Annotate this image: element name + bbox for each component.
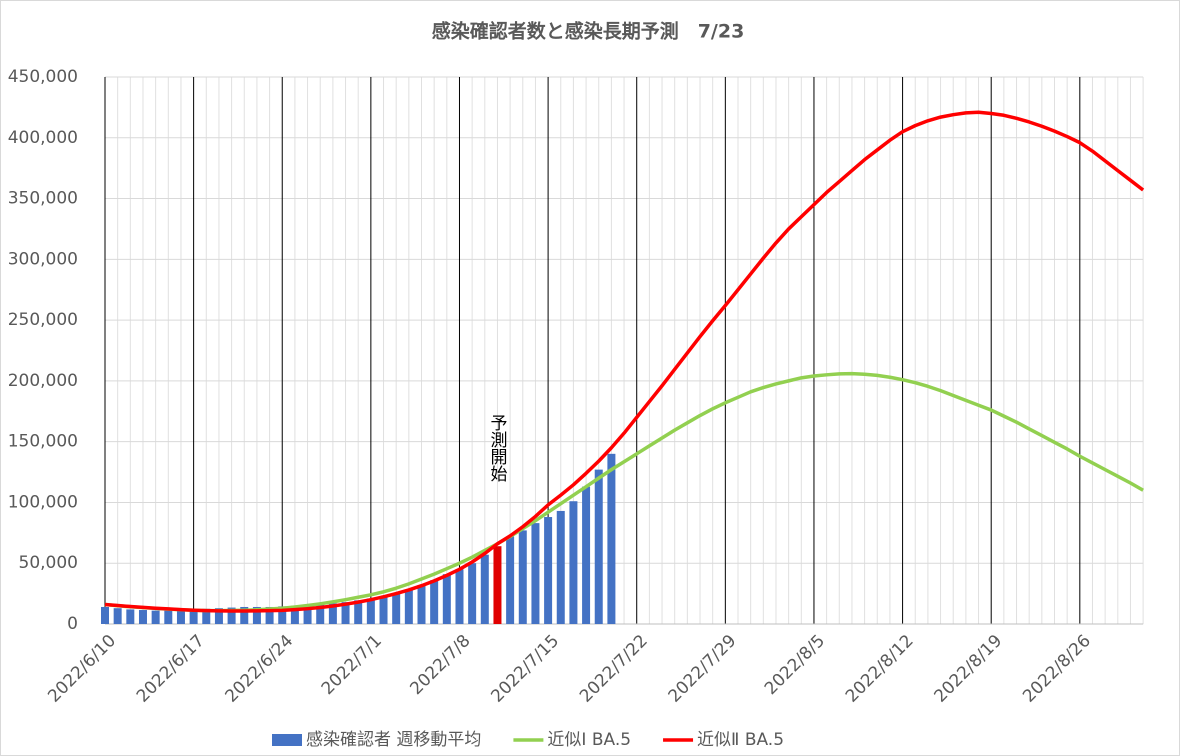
y-tick-label: 150,000 xyxy=(8,432,78,452)
y-tick-label: 400,000 xyxy=(8,128,78,148)
bar xyxy=(569,501,578,624)
bar xyxy=(379,596,388,624)
bar xyxy=(113,608,122,624)
y-tick-label: 300,000 xyxy=(8,249,78,269)
y-tick-label: 0 xyxy=(67,614,78,634)
y-tick-label: 100,000 xyxy=(8,492,78,512)
bar xyxy=(354,600,363,624)
bar xyxy=(556,510,565,624)
bar xyxy=(455,569,464,624)
bar xyxy=(303,604,312,624)
bar xyxy=(328,603,337,624)
bar xyxy=(290,605,299,624)
y-tick-label: 450,000 xyxy=(8,67,78,87)
bar xyxy=(392,593,401,624)
bar xyxy=(506,536,515,624)
bar xyxy=(138,610,147,624)
y-tick-label: 200,000 xyxy=(8,371,78,391)
bar xyxy=(101,606,109,624)
bar xyxy=(493,546,502,624)
bar xyxy=(176,610,185,624)
line xyxy=(104,371,1144,613)
y-tick-label: 50,000 xyxy=(19,553,78,573)
bar xyxy=(189,609,198,624)
bar xyxy=(214,608,223,624)
bar xyxy=(316,603,325,624)
bar xyxy=(468,563,477,624)
bar xyxy=(252,606,261,624)
bar xyxy=(442,574,451,624)
bar xyxy=(544,517,553,624)
legend: 感染確認者 週移動平均 近似Ⅰ BA.5 近似Ⅱ BA.5 xyxy=(272,730,784,750)
bar xyxy=(341,602,350,624)
bar xyxy=(417,585,426,624)
annotation: 予測開始 xyxy=(486,414,507,482)
bar xyxy=(582,486,591,624)
bar xyxy=(227,607,236,624)
bar xyxy=(164,610,173,624)
bar xyxy=(278,606,287,624)
legend-label: 感染確認者 週移動平均 xyxy=(306,730,481,750)
bar xyxy=(531,523,540,624)
bar xyxy=(594,469,603,624)
chart-title: 感染確認者数と感染長期予測 7/23 xyxy=(432,20,745,43)
bar xyxy=(366,598,375,624)
bar xyxy=(404,589,413,624)
bar xyxy=(480,554,489,624)
bar xyxy=(430,580,439,624)
legend-label: 近似Ⅰ BA.5 xyxy=(547,730,631,750)
legend-label: 近似Ⅱ BA.5 xyxy=(697,730,784,750)
bar xyxy=(202,608,211,624)
y-tick-label: 250,000 xyxy=(8,310,78,330)
bar xyxy=(240,606,249,624)
y-tick-label: 350,000 xyxy=(8,189,78,209)
bar xyxy=(607,453,616,624)
bar xyxy=(518,530,527,624)
legend-swatch xyxy=(272,734,302,746)
line xyxy=(104,110,1145,613)
bar xyxy=(126,609,135,624)
bar xyxy=(151,610,160,624)
bar xyxy=(265,606,274,624)
